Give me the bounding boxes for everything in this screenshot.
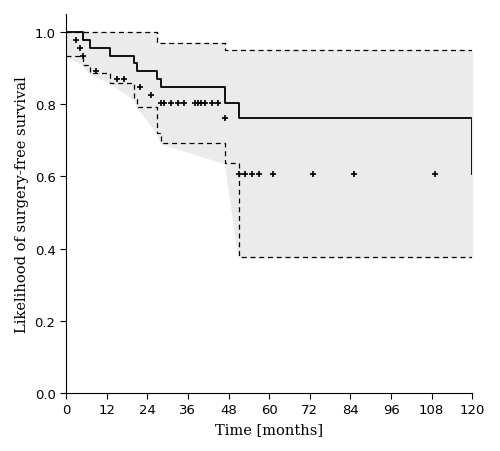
X-axis label: Time [months]: Time [months] xyxy=(215,422,323,436)
Y-axis label: Likelihood of surgery-free survival: Likelihood of surgery-free survival xyxy=(15,76,29,332)
